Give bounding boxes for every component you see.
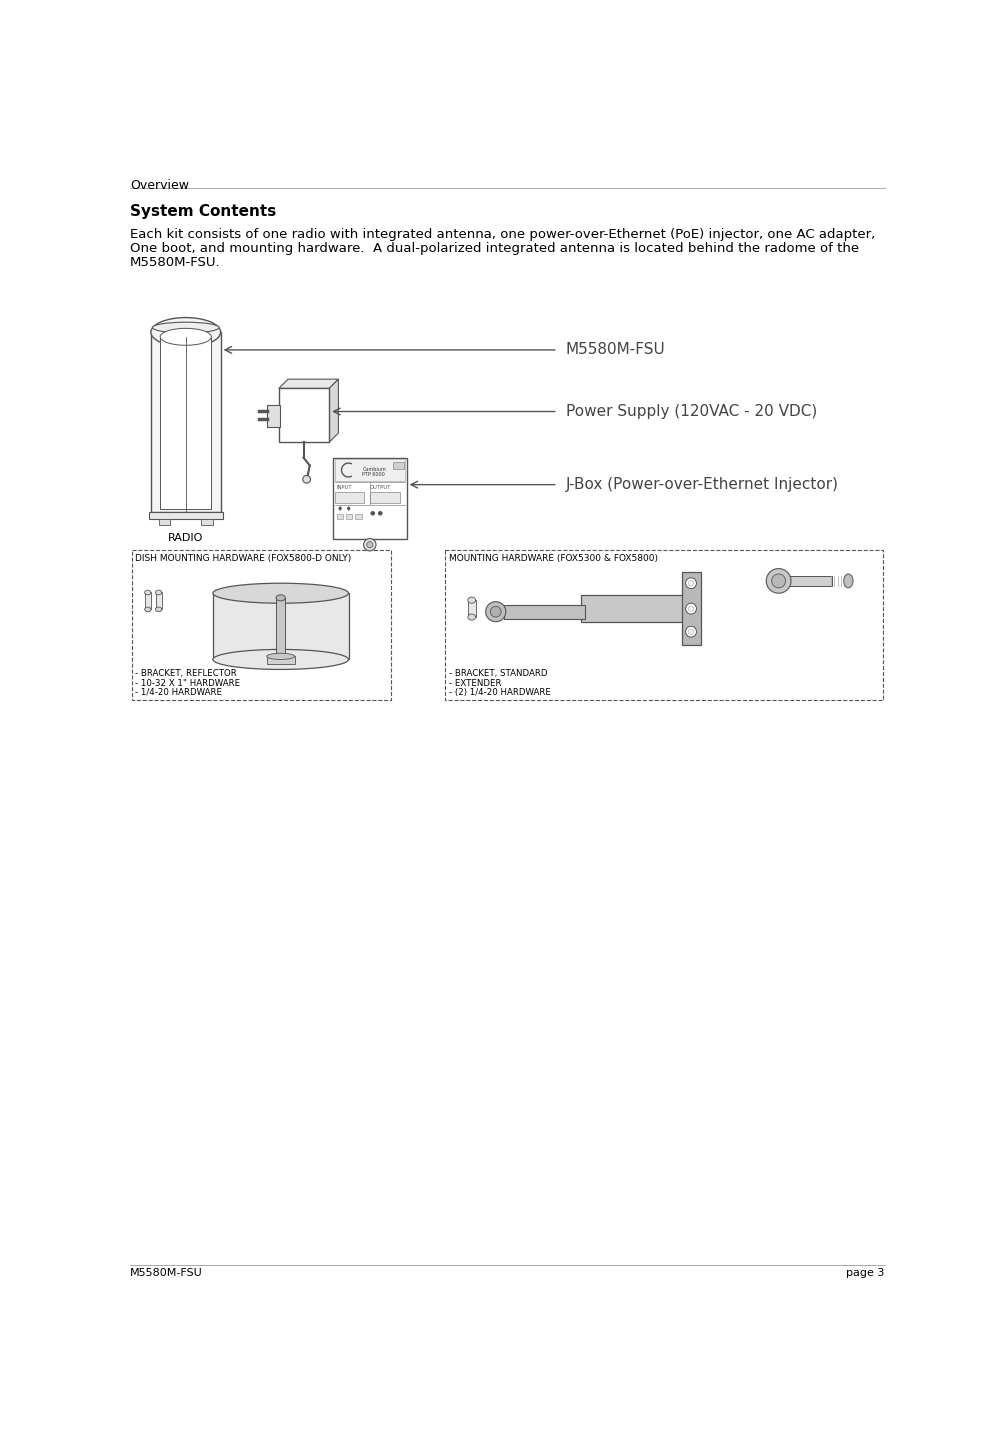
Text: Each kit consists of one radio with integrated antenna, one power-over-Ethernet : Each kit consists of one radio with inte… [130,228,875,242]
Ellipse shape [145,608,150,612]
Bar [213,593,348,660]
Circle shape [363,539,376,552]
Text: OUTPUT: OUTPUT [370,485,392,490]
Text: Cambium: Cambium [362,467,386,472]
Bar [266,657,295,664]
Bar [370,491,400,503]
Ellipse shape [266,654,295,660]
Bar [504,605,585,619]
Ellipse shape [213,583,348,603]
Bar [276,598,285,660]
Bar [150,333,221,511]
Ellipse shape [150,318,221,347]
Circle shape [490,606,501,618]
Text: page 3: page 3 [846,1267,885,1277]
Text: M5580M-FSU.: M5580M-FSU. [130,256,221,269]
Text: - (2) 1/4-20 HARDWARE: - (2) 1/4-20 HARDWARE [449,688,551,697]
Circle shape [688,580,694,586]
Text: PTP 6000: PTP 6000 [362,471,385,477]
Circle shape [303,475,311,482]
Bar [346,514,352,518]
Circle shape [688,606,694,612]
Text: Overview: Overview [130,179,189,192]
Text: ♦ ♦: ♦ ♦ [337,507,351,513]
Bar [468,600,475,618]
Ellipse shape [276,595,285,600]
Bar [355,514,361,518]
Ellipse shape [152,323,219,333]
Text: System Contents: System Contents [130,203,276,219]
Text: One boot, and mounting hardware.  A dual-polarized integrated antenna is located: One boot, and mounting hardware. A dual-… [130,242,859,255]
Ellipse shape [160,328,211,346]
Circle shape [771,575,786,588]
Bar [446,550,883,700]
Ellipse shape [468,598,475,603]
Bar [158,520,170,526]
Circle shape [686,577,697,589]
Ellipse shape [468,613,475,621]
Bar [333,458,407,539]
Text: - EXTENDER: - EXTENDER [449,678,502,688]
Bar [279,389,329,442]
Bar [148,511,223,520]
Polygon shape [329,379,339,442]
Circle shape [686,626,697,636]
Bar [267,405,279,426]
Text: M5580M-FSU: M5580M-FSU [565,343,665,357]
Text: DISH MOUNTING HARDWARE (FOX5800-D ONLY): DISH MOUNTING HARDWARE (FOX5800-D ONLY) [136,554,351,563]
Circle shape [366,541,373,547]
Bar [155,592,161,609]
Ellipse shape [155,590,161,595]
Bar [682,572,701,645]
Text: M5580M-FSU: M5580M-FSU [130,1267,203,1277]
Text: - 10-32 X 1" HARDWARE: - 10-32 X 1" HARDWARE [136,678,241,688]
Bar [145,592,150,609]
Polygon shape [279,379,339,389]
Bar [337,514,344,518]
Ellipse shape [145,590,150,595]
Bar [160,337,211,508]
Ellipse shape [155,608,161,612]
Circle shape [686,603,697,613]
Ellipse shape [213,649,348,670]
Bar [201,520,213,526]
Circle shape [486,602,506,622]
Bar [132,550,391,700]
Bar [393,462,404,469]
Circle shape [688,629,694,635]
Text: - 1/4-20 HARDWARE: - 1/4-20 HARDWARE [136,688,223,697]
Ellipse shape [843,575,853,588]
Text: Power Supply (120VAC - 20 VDC): Power Supply (120VAC - 20 VDC) [565,405,817,419]
Bar [581,595,697,622]
Bar [335,459,405,481]
Text: MOUNTING HARDWARE (FOX5300 & FOX5800): MOUNTING HARDWARE (FOX5300 & FOX5800) [449,554,658,563]
Text: ● ●: ● ● [370,510,383,516]
Circle shape [766,569,791,593]
Text: J-Box (Power-over-Ethernet Injector): J-Box (Power-over-Ethernet Injector) [565,477,839,492]
Text: RADIO: RADIO [168,533,203,543]
Text: - BRACKET, REFLECTOR: - BRACKET, REFLECTOR [136,670,238,678]
Text: - BRACKET, STANDARD: - BRACKET, STANDARD [449,670,547,678]
Text: INPUT: INPUT [337,485,352,490]
Bar [335,491,364,503]
Bar [789,576,833,586]
